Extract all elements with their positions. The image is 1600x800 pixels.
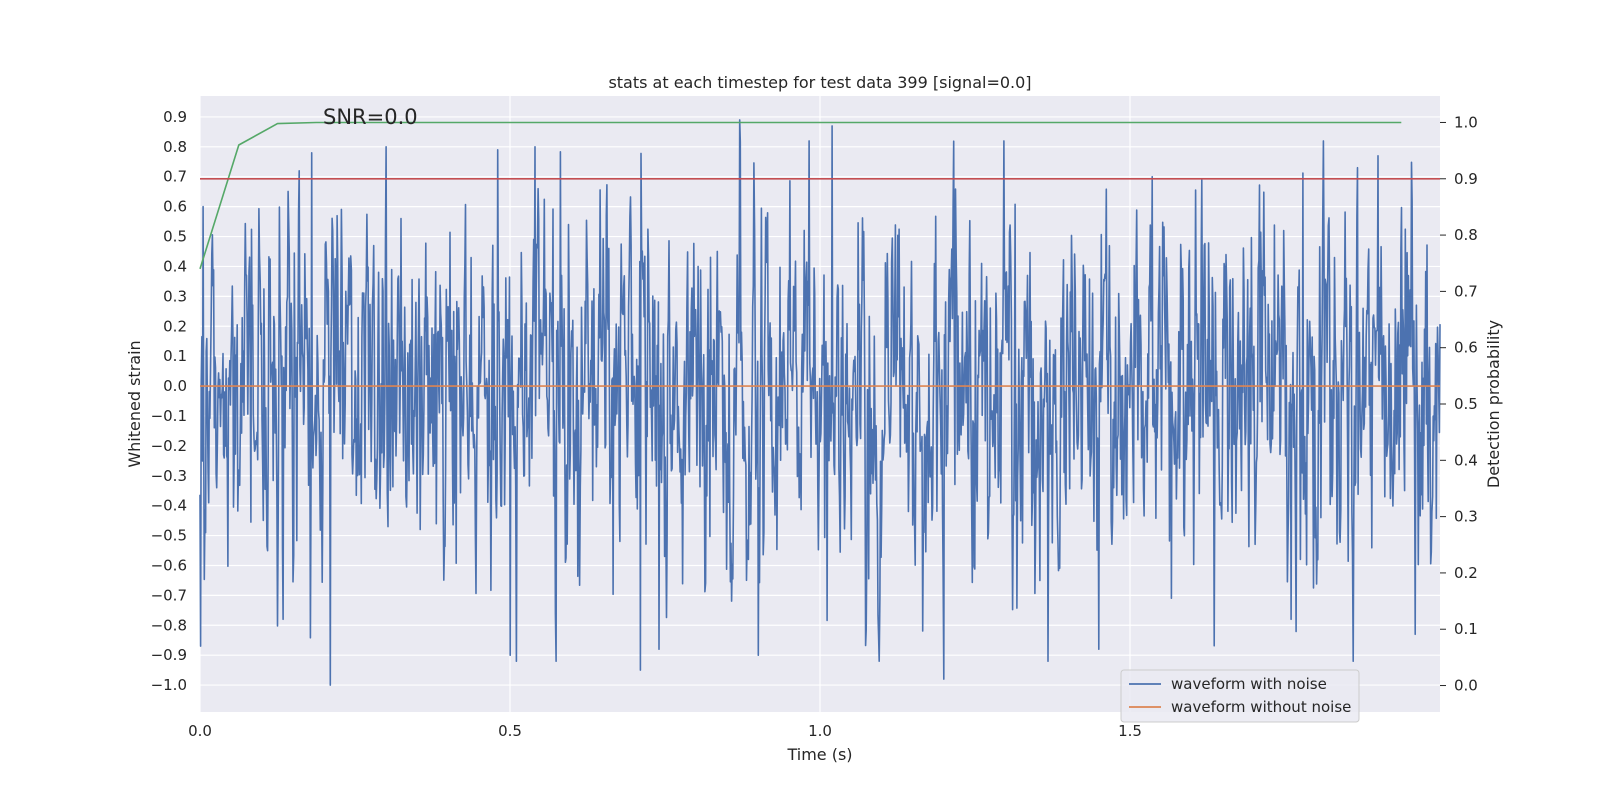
- y2-tick-label: 0.2: [1454, 564, 1478, 582]
- y-axis-label: Whitened strain: [125, 340, 144, 467]
- series-layer: [199, 119, 1441, 686]
- x-tick-label: 0.5: [498, 722, 522, 740]
- y-tick-label: −0.7: [151, 586, 187, 604]
- y2-tick-label: 0.5: [1454, 395, 1478, 413]
- x-tick-label: 0.0: [188, 722, 212, 740]
- x-tick-label: 1.0: [808, 722, 832, 740]
- y-tick-label: 0.8: [163, 138, 187, 156]
- y-tick-label: −0.9: [151, 646, 187, 664]
- y-tick-label: 0.6: [163, 198, 187, 216]
- y2-tick-label: 0.7: [1454, 282, 1478, 300]
- legend: waveform with noise waveform without noi…: [1120, 669, 1360, 723]
- y-tick-label: −0.5: [151, 527, 187, 545]
- y2-tick-label: 0.6: [1454, 339, 1478, 357]
- series-line-waveform-with-noise: [199, 119, 1441, 686]
- y-tick-label: 0.1: [163, 347, 187, 365]
- y-tick-label: −1.0: [151, 676, 187, 694]
- y-tick-label: 0.3: [163, 287, 187, 305]
- legend-label-waveform-with-noise: waveform with noise: [1171, 675, 1327, 693]
- y2-tick-label: 0.4: [1454, 451, 1478, 469]
- y-tick-label: −0.8: [151, 616, 187, 634]
- y2-axis-label: Detection probability: [1484, 320, 1503, 488]
- y-tick-label: 0.2: [163, 317, 187, 335]
- y2-tick-label: 0.9: [1454, 170, 1478, 188]
- y-tick-label: 0.0: [163, 377, 187, 395]
- snr-annotation: SNR=0.0: [323, 105, 418, 129]
- y-tick-label: 0.5: [163, 228, 187, 246]
- y-tick-label: −0.3: [151, 467, 187, 485]
- y2-tick-label: 0.3: [1454, 508, 1478, 526]
- y2-tick-label: 0.1: [1454, 620, 1478, 638]
- y-tick-label: 0.7: [163, 168, 187, 186]
- series-line-detection-probability: [199, 121, 1402, 270]
- y-tick-label: −0.2: [151, 437, 187, 455]
- y2-tick-label: 1.0: [1454, 113, 1478, 131]
- y2-tick-label: 0.0: [1454, 677, 1478, 695]
- x-tick-label: 1.5: [1118, 722, 1142, 740]
- y-tick-label: 0.4: [163, 257, 187, 275]
- y-tick-label: 0.9: [163, 108, 187, 126]
- y2-tick-label: 0.8: [1454, 226, 1478, 244]
- y-tick-label: −0.6: [151, 556, 187, 574]
- x-axis-label: Time (s): [786, 745, 852, 764]
- legend-label-waveform-without-noise: waveform without noise: [1171, 698, 1351, 716]
- y-tick-label: −0.4: [151, 497, 187, 515]
- legend-box: [1120, 669, 1360, 723]
- chart-title: stats at each timestep for test data 399…: [608, 73, 1031, 92]
- y-tick-label: −0.1: [151, 407, 187, 425]
- tick-layer: 0.9 0.8 0.7 0.6 0.5 0.4 0.3 0.2 0.1 0.0 −0.1 −0.2 −0…: [151, 108, 1478, 740]
